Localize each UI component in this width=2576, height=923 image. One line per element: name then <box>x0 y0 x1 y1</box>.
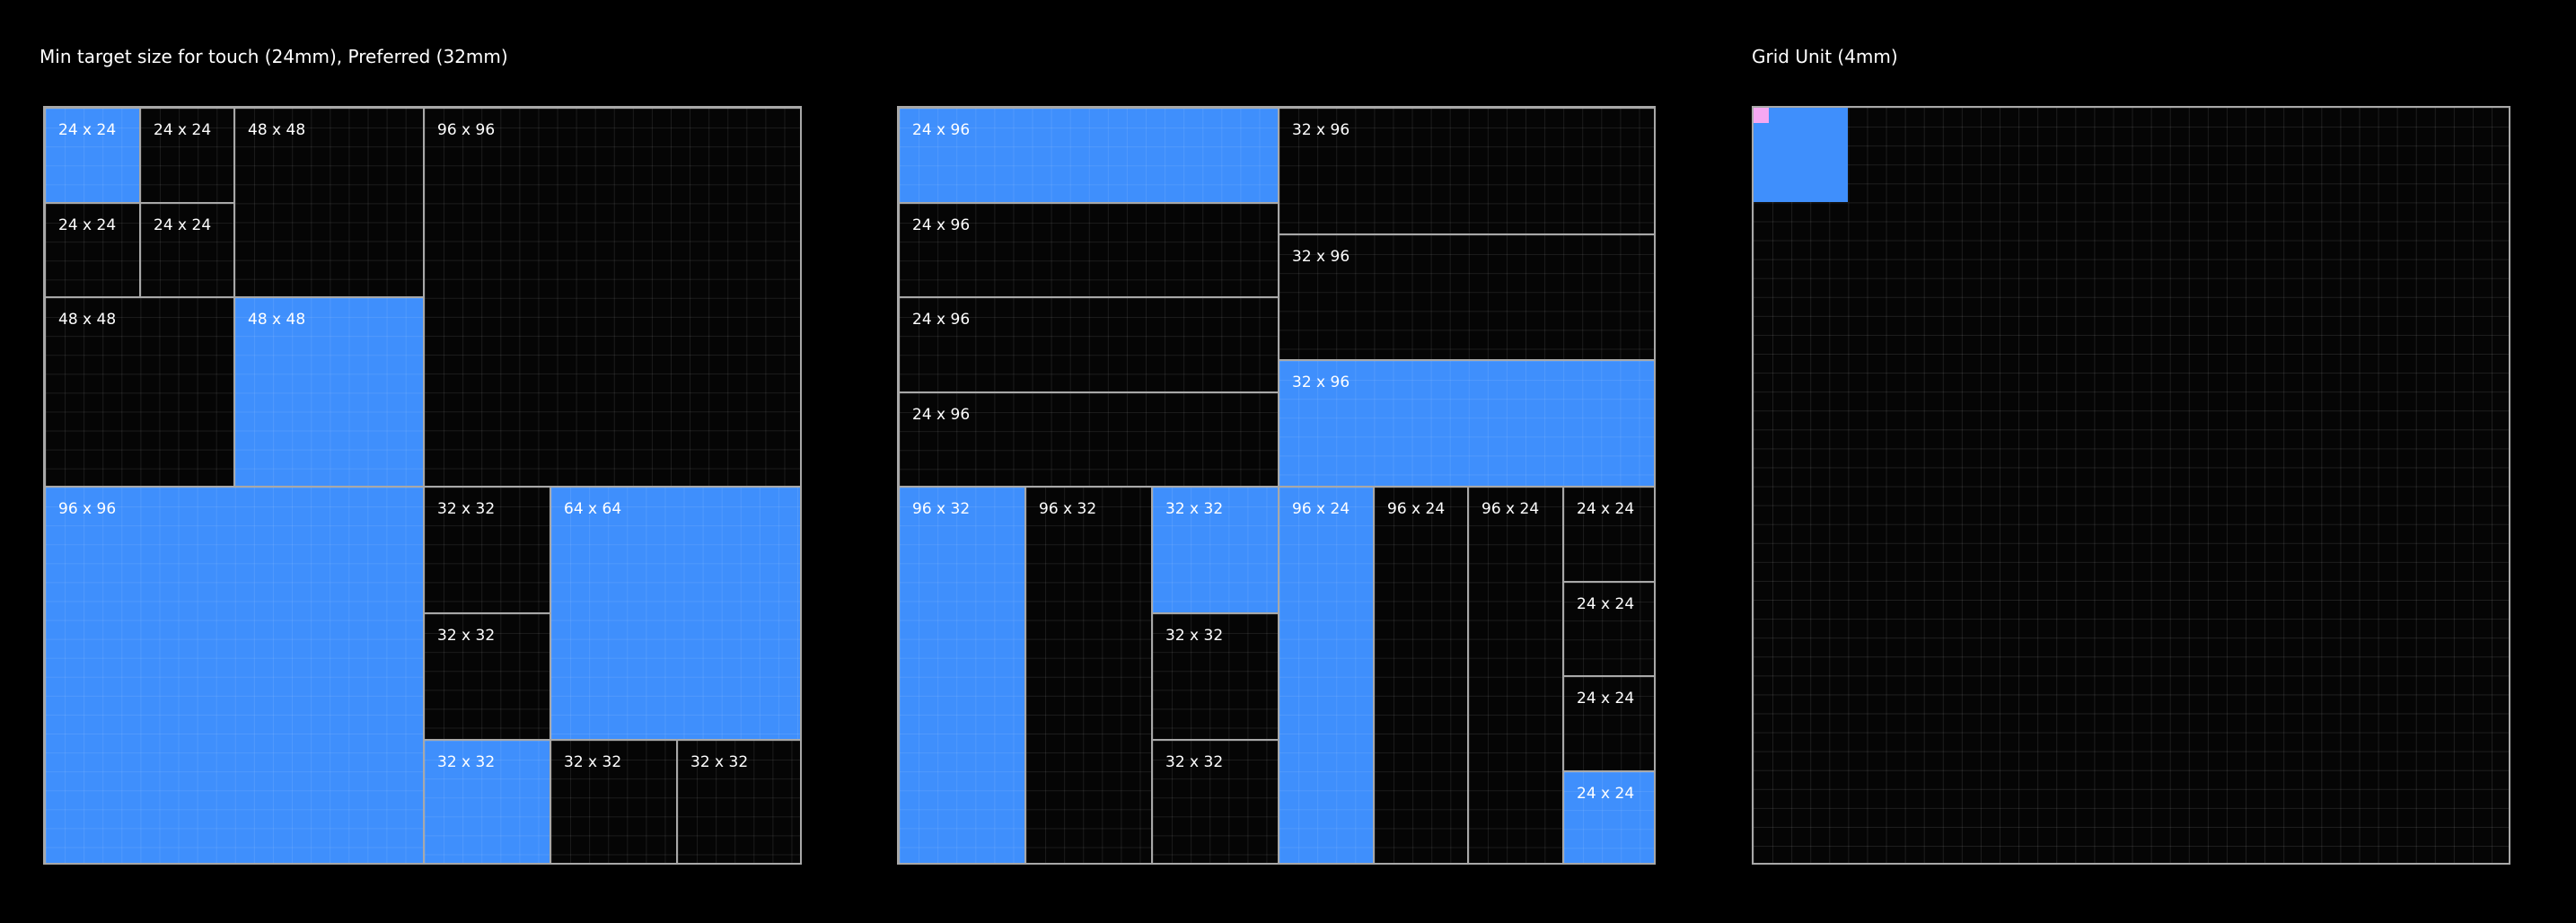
cell-label: 48 x 48 <box>248 121 306 139</box>
cell-24x24: 24 x 24 <box>45 108 140 203</box>
cell-label: 32 x 32 <box>690 753 749 771</box>
cell-label: 96 x 24 <box>1387 500 1446 518</box>
cell-24x96: 24 x 96 <box>899 392 1279 487</box>
cell-label: 32 x 32 <box>1165 753 1224 771</box>
cell-48x48: 48 x 48 <box>234 108 424 297</box>
cell-label: 96 x 24 <box>1292 500 1350 518</box>
cell-32x32: 32 x 32 <box>424 740 550 863</box>
cell-24x24: 24 x 24 <box>1563 676 1654 771</box>
cell-24x96: 24 x 96 <box>899 297 1279 392</box>
panel-grid-unit <box>1752 106 2510 865</box>
cell-label: 24 x 24 <box>58 216 117 234</box>
cell-32x32: 32 x 32 <box>550 740 677 863</box>
cell-label: 96 x 96 <box>437 121 496 139</box>
cell-32x32: 32 x 32 <box>424 487 550 613</box>
touch-target-24-block <box>1754 108 1848 202</box>
cell-label: 24 x 24 <box>1577 690 1635 708</box>
grid-unit-4mm-swatch <box>1754 108 1769 123</box>
cell-label: 48 x 48 <box>58 311 117 329</box>
cell-label: 32 x 32 <box>1165 627 1224 645</box>
cell-label: 96 x 24 <box>1481 500 1540 518</box>
cell-96x96: 96 x 96 <box>45 487 424 863</box>
cell-24x96: 24 x 96 <box>899 203 1279 297</box>
cell-label: 32 x 96 <box>1292 374 1350 391</box>
cell-32x32: 32 x 32 <box>1152 487 1279 613</box>
cell-label: 32 x 32 <box>437 500 496 518</box>
cell-label: 24 x 96 <box>912 311 971 329</box>
cell-label: 24 x 24 <box>1577 500 1635 518</box>
cell-label: 32 x 32 <box>437 753 496 771</box>
cell-32x96: 32 x 96 <box>1279 108 1654 234</box>
cell-label: 24 x 96 <box>912 216 971 234</box>
cell-label: 96 x 96 <box>58 500 117 518</box>
cell-label: 96 x 32 <box>1039 500 1097 518</box>
cell-24x24: 24 x 24 <box>1563 487 1654 582</box>
panel-square-targets: 24 x 24 24 x 24 48 x 48 96 x 96 24 x 24 … <box>43 106 802 865</box>
cell-96x24: 96 x 24 <box>1279 487 1374 863</box>
cell-32x96: 32 x 96 <box>1279 360 1654 487</box>
cell-label: 32 x 32 <box>564 753 622 771</box>
cell-label: 24 x 24 <box>154 121 212 139</box>
cell-label: 24 x 24 <box>1577 785 1635 803</box>
cell-label: 24 x 96 <box>912 406 971 424</box>
cell-96x24: 96 x 24 <box>1468 487 1563 863</box>
cell-32x32: 32 x 32 <box>1152 740 1279 863</box>
cell-64x64: 64 x 64 <box>550 487 800 740</box>
heading-grid-unit: Grid Unit (4mm) <box>1752 46 1898 67</box>
cell-24x96: 24 x 96 <box>899 108 1279 203</box>
cell-label: 48 x 48 <box>248 311 306 329</box>
cell-24x24: 24 x 24 <box>140 203 234 297</box>
cell-32x32: 32 x 32 <box>1152 613 1279 740</box>
cell-label: 32 x 96 <box>1292 121 1350 139</box>
cell-label: 32 x 32 <box>437 627 496 645</box>
cell-32x96: 32 x 96 <box>1279 234 1654 360</box>
cell-48x48: 48 x 48 <box>45 297 234 487</box>
heading-touch-target: Min target size for touch (24mm), Prefer… <box>40 46 508 67</box>
cell-48x48: 48 x 48 <box>234 297 424 487</box>
cell-32x32: 32 x 32 <box>677 740 800 863</box>
cell-96x96: 96 x 96 <box>424 108 800 487</box>
cell-24x24: 24 x 24 <box>1563 771 1654 863</box>
panel-rectangular-targets: 24 x 96 24 x 96 24 x 96 24 x 96 32 x 96 … <box>897 106 1656 865</box>
cell-label: 32 x 32 <box>1165 500 1224 518</box>
cell-24x24: 24 x 24 <box>1563 582 1654 676</box>
cell-label: 24 x 24 <box>1577 595 1635 613</box>
cell-96x32: 96 x 32 <box>1025 487 1152 863</box>
cell-label: 32 x 96 <box>1292 248 1350 266</box>
cell-96x24: 96 x 24 <box>1374 487 1468 863</box>
cell-96x32: 96 x 32 <box>899 487 1025 863</box>
cell-label: 24 x 96 <box>912 121 971 139</box>
cell-label: 96 x 32 <box>912 500 971 518</box>
cell-label: 24 x 24 <box>154 216 212 234</box>
cell-32x32: 32 x 32 <box>424 613 550 740</box>
cell-label: 24 x 24 <box>58 121 117 139</box>
cell-24x24: 24 x 24 <box>45 203 140 297</box>
cell-label: 64 x 64 <box>564 500 622 518</box>
cell-24x24: 24 x 24 <box>140 108 234 203</box>
